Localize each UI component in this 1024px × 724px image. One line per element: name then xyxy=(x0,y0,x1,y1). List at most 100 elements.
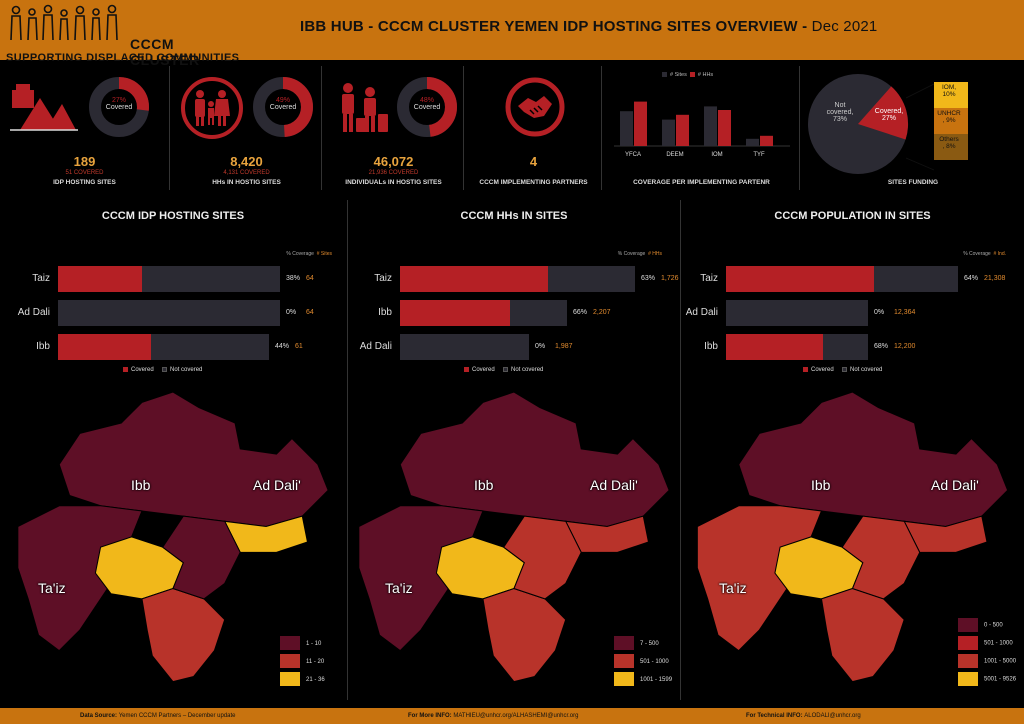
bar-category: Ibb xyxy=(36,341,50,352)
kpi-partners: 4 CCCM IMPLEMENTING PARTNERS xyxy=(466,66,602,190)
bar-not-covered xyxy=(400,334,529,360)
map-legend-text: 5001 - 9526 xyxy=(984,676,1017,683)
district-west[interactable] xyxy=(17,505,143,652)
district-west[interactable] xyxy=(358,505,484,652)
donut-pct: 49% xyxy=(275,97,290,104)
funding-box-iom xyxy=(934,82,968,108)
map-label-ibb: Ibb xyxy=(811,477,831,493)
bar-category: Ibb xyxy=(704,341,718,352)
hhs-donut xyxy=(253,77,313,137)
legend-not-covered: Not covered xyxy=(850,367,883,374)
district-west[interactable] xyxy=(696,505,823,652)
map-label-ad-dali: Ad Dali' xyxy=(931,477,979,493)
bar-legend-top: % Coverage # Ind. xyxy=(963,251,1006,257)
partner-tick-label: TYF xyxy=(753,152,765,158)
bar-covered xyxy=(400,266,548,292)
map-legend-item: 501 - 1000 xyxy=(958,636,1016,650)
map-legend-item: 501 - 1000 xyxy=(614,654,672,668)
partner-tick-label: DEEM xyxy=(666,152,683,158)
district-north[interactable] xyxy=(58,392,329,528)
donut-text: Covered xyxy=(105,104,133,111)
legend-sites: # Sites xyxy=(670,72,687,78)
footer-info-link[interactable]: MATHIEU@unhcr.org/ALHASHEMI@unhcr.org xyxy=(453,713,579,719)
donut-text: Covered xyxy=(413,104,441,111)
kpi-covered: 4,131 COVERED xyxy=(223,170,270,176)
partner-bar-sites xyxy=(746,138,759,146)
district-south[interactable] xyxy=(482,588,567,683)
region-map xyxy=(696,392,1009,683)
partner-legend: # Sites # HHs xyxy=(662,72,713,78)
map-legend-text: 1 - 10 xyxy=(306,640,322,647)
donut-label: 27% Covered xyxy=(99,97,139,111)
bar-category: Taiz xyxy=(374,273,392,284)
bar-legend: Covered Not covered xyxy=(123,367,202,373)
bar-not-covered xyxy=(400,300,567,326)
partner-bar-sites xyxy=(662,119,675,146)
kpi-covered: 51 COVERED xyxy=(65,170,104,176)
panel-population: CCCM POPULATION IN SITES % Coverage # Ind… xyxy=(681,200,1024,700)
district-north[interactable] xyxy=(399,392,670,528)
box-text: IOM, xyxy=(941,84,957,91)
legend-count: # Ind. xyxy=(993,251,1006,257)
kpi-label: INDIVIDUALs IN HOSTIG SITES xyxy=(345,179,442,186)
bar-pct-label: 38% xyxy=(286,275,301,282)
bar-category: Ad Dali xyxy=(17,307,50,318)
panel-hhs: CCCM HHs IN SITES % Coverage # HHs Taiz 6… xyxy=(348,200,680,700)
bar-covered xyxy=(400,300,510,326)
map-legend-item: 11 - 20 xyxy=(280,654,325,668)
map-legend-item: 1001 - 5000 xyxy=(958,654,1016,668)
individuals-icon xyxy=(342,83,388,132)
district-south[interactable] xyxy=(820,588,905,683)
legend-covered: Covered xyxy=(811,367,834,374)
bar-category: Taiz xyxy=(32,273,50,284)
legend-count: # HHs xyxy=(648,251,662,257)
pie-slice-covered xyxy=(858,86,909,140)
bar-row: Ad Dali 0% 1,987 xyxy=(348,334,680,360)
box-text: UNHCR xyxy=(937,110,961,117)
bar-legend-top: % Coverage # HHs xyxy=(618,251,662,257)
bar-not-covered xyxy=(726,266,958,292)
bar-count-label: 2,207 xyxy=(593,309,611,316)
map-label-ad-dali: Ad Dali' xyxy=(253,477,301,493)
map-label-ad-dali: Ad Dali' xyxy=(590,477,638,493)
bar-count-label: 1,987 xyxy=(555,343,573,350)
bar-row: Taiz 38% 64 xyxy=(0,266,346,292)
bar-pct-label: 0% xyxy=(874,309,885,316)
bar-row: Ibb 44% 61 xyxy=(0,334,346,360)
bar-row: Taiz 63% 1,726 xyxy=(348,266,680,292)
box-label-unhcr: UNHCR, 9% xyxy=(934,110,964,124)
district-north[interactable] xyxy=(738,392,1009,528)
footer-tech-link[interactable]: ALODALI@unhcr.org xyxy=(804,713,861,719)
kpi-value: 8,420 xyxy=(230,154,263,169)
cccm-logo: CCCM CLUSTER SUPPORTING DISPLACED COMMUN… xyxy=(2,2,242,68)
kpi-label: HHs IN HOSTIG SITES xyxy=(212,179,281,186)
logo-subtitle: SUPPORTING DISPLACED COMMUNITIES xyxy=(6,52,240,64)
bar-not-covered xyxy=(726,300,868,326)
district-southeast[interactable] xyxy=(841,515,921,600)
box-label-iom: IOM, 10% xyxy=(934,84,964,98)
bar-row: Ad Dali 0% 64 xyxy=(0,300,346,326)
legend-coverage: % Coverage xyxy=(286,251,314,257)
pie-label-text: Covered, xyxy=(874,108,904,115)
funding-box-others xyxy=(934,134,968,160)
map-legend: 1 - 10 11 - 20 21 - 36 xyxy=(280,636,325,690)
bar-not-covered xyxy=(58,334,269,360)
partner-bar-hhs xyxy=(676,114,689,146)
pie-label-covered: Covered, 27% xyxy=(870,108,908,122)
box-pct: , 9% xyxy=(942,117,956,124)
map-legend: 0 - 500 501 - 1000 1001 - 5000 5001 - 9526 xyxy=(958,618,1016,690)
legend-not-covered: Not covered xyxy=(170,367,203,374)
divider xyxy=(680,200,681,700)
district-southeast[interactable] xyxy=(161,515,241,600)
partner-bar-hhs xyxy=(760,135,773,146)
bar-count-label: 12,364 xyxy=(894,309,916,316)
map-label-taiz: Ta'iz xyxy=(38,580,66,596)
district-south[interactable] xyxy=(141,588,226,683)
bar-covered xyxy=(726,266,874,292)
bar-not-covered xyxy=(726,334,868,360)
panel-idp-sites: CCCM IDP HOSTING SITES % Coverage # Sites… xyxy=(0,200,346,700)
district-southeast[interactable] xyxy=(502,515,582,600)
partner-bars: YFCA DEEM IOM TYF xyxy=(614,101,790,158)
panel-title: CCCM IDP HOSTING SITES xyxy=(101,210,245,222)
kpi-label: IDP HOSTING SITES xyxy=(53,179,116,186)
